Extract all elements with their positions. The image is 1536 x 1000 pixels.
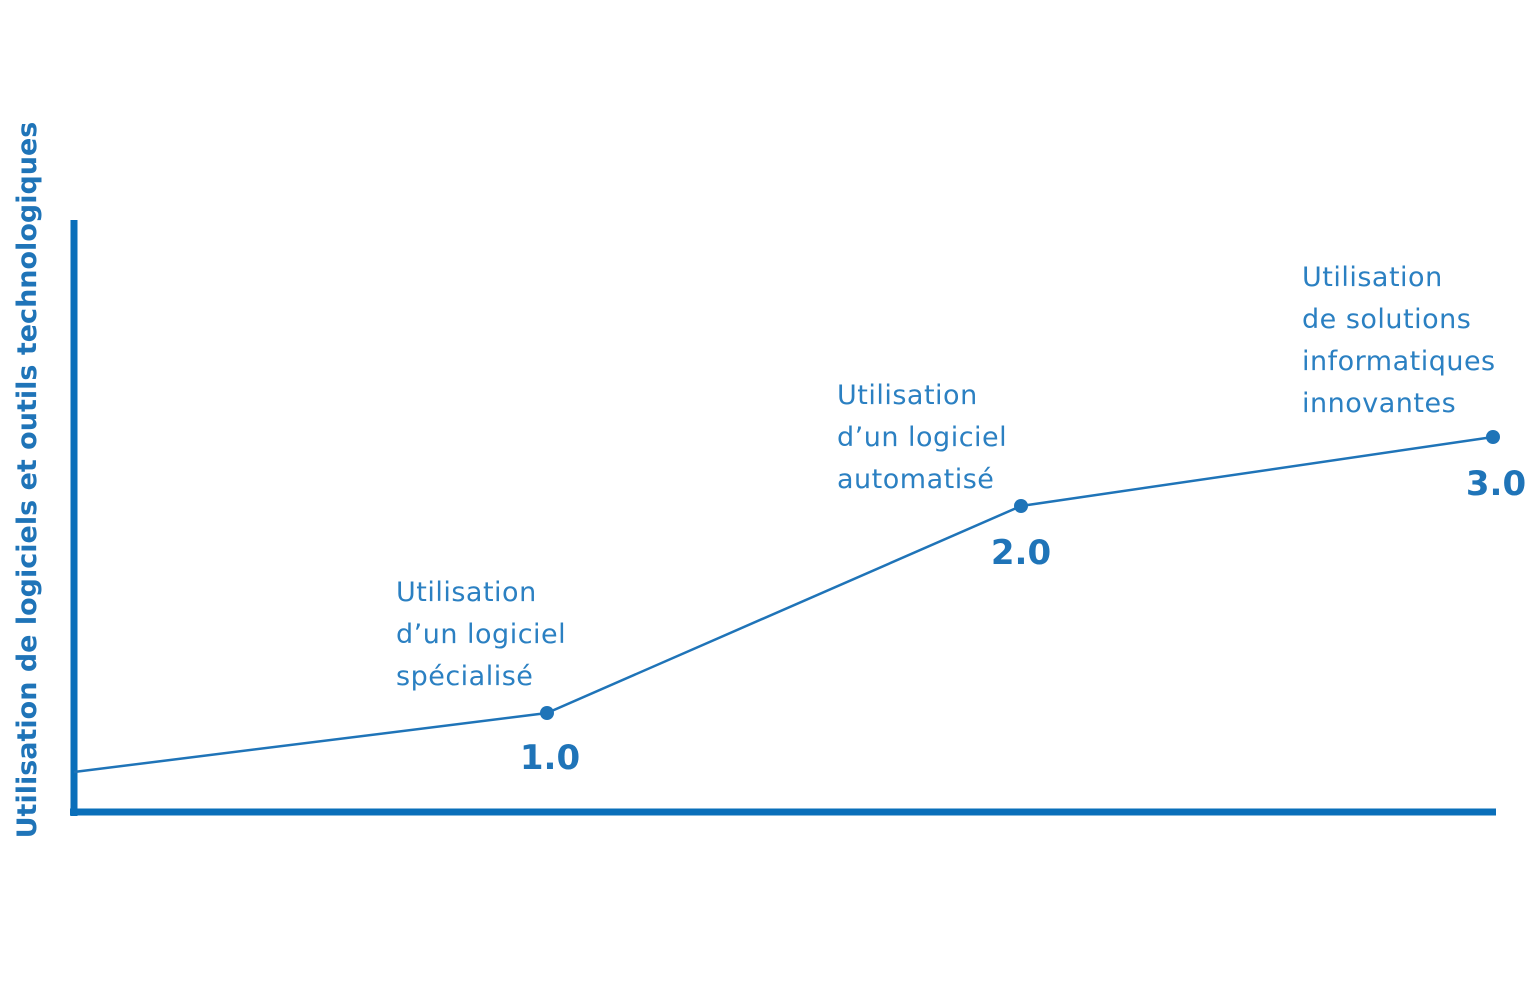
progress-line	[73, 435, 1494, 774]
stage-description: Utilisation	[1302, 262, 1443, 293]
stage-version: 1.0	[520, 738, 580, 778]
stage-description: d’un logiciel	[837, 422, 1007, 453]
stage-description: Utilisation	[837, 380, 978, 411]
stage-version: 3.0	[1466, 464, 1526, 504]
stage-description: d’un logiciel	[396, 619, 566, 650]
stage-description: de solutions	[1302, 304, 1471, 335]
stage-description: informatiques	[1302, 346, 1496, 377]
stage-description: spécialisé	[396, 661, 533, 692]
y-axis-label: Utilisation de logiciels et outils techn…	[12, 122, 43, 839]
stage-description: automatisé	[837, 464, 994, 495]
stage-point	[540, 706, 554, 720]
stage-version: 2.0	[991, 533, 1051, 573]
stage-point	[1486, 430, 1500, 444]
stage-description: innovantes	[1302, 388, 1456, 419]
stage-description: Utilisation	[396, 577, 537, 608]
stage-point	[1014, 499, 1028, 513]
